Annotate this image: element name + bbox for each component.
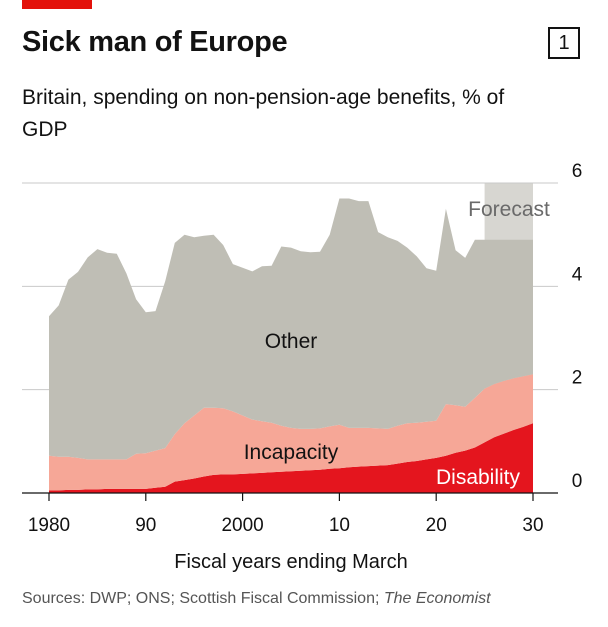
x-tick-label: 2000 — [221, 515, 263, 536]
x-tick-label: 90 — [135, 515, 156, 536]
area-incapacity — [49, 374, 533, 491]
chart-subtitle: Britain, spending on non-pension-age ben… — [22, 86, 505, 141]
y-tick-label: 4 — [572, 264, 583, 285]
x-tick-label: 20 — [426, 515, 447, 536]
x-axis-title: Fiscal years ending March — [174, 551, 407, 573]
source-note: Sources: DWP; ONS; Scottish Fiscal Commi… — [22, 590, 491, 608]
area-other — [49, 198, 533, 460]
chart-title: Sick man of Europe — [22, 26, 288, 58]
y-tick-label: 2 — [572, 368, 583, 389]
label-forecast: Forecast — [468, 198, 550, 221]
source-text: Sources: DWP; ONS; Scottish Fiscal Commi… — [22, 590, 384, 607]
label-layer: Other Incapacity Disability Forecast — [244, 198, 550, 489]
area-disability — [49, 423, 533, 493]
x-tick-label: 1980 — [28, 515, 70, 536]
label-disability: Disability — [436, 466, 521, 489]
label-other: Other — [265, 330, 318, 353]
brand-red-bar — [22, 0, 92, 9]
axis-layer: 1980 90 2000 10 20 30 0 2 4 6 Fiscal years ending … — [22, 161, 583, 573]
source-italic: The Economist — [383, 590, 491, 607]
area-layer — [49, 198, 533, 493]
x-tick-label: 30 — [522, 515, 543, 536]
y-tick-label: 0 — [572, 471, 583, 492]
y-tick-label: 6 — [572, 161, 583, 182]
x-tick-label: 10 — [329, 515, 350, 536]
chart-number-badge: 1 — [548, 27, 580, 59]
label-incapacity: Incapacity — [244, 441, 339, 464]
